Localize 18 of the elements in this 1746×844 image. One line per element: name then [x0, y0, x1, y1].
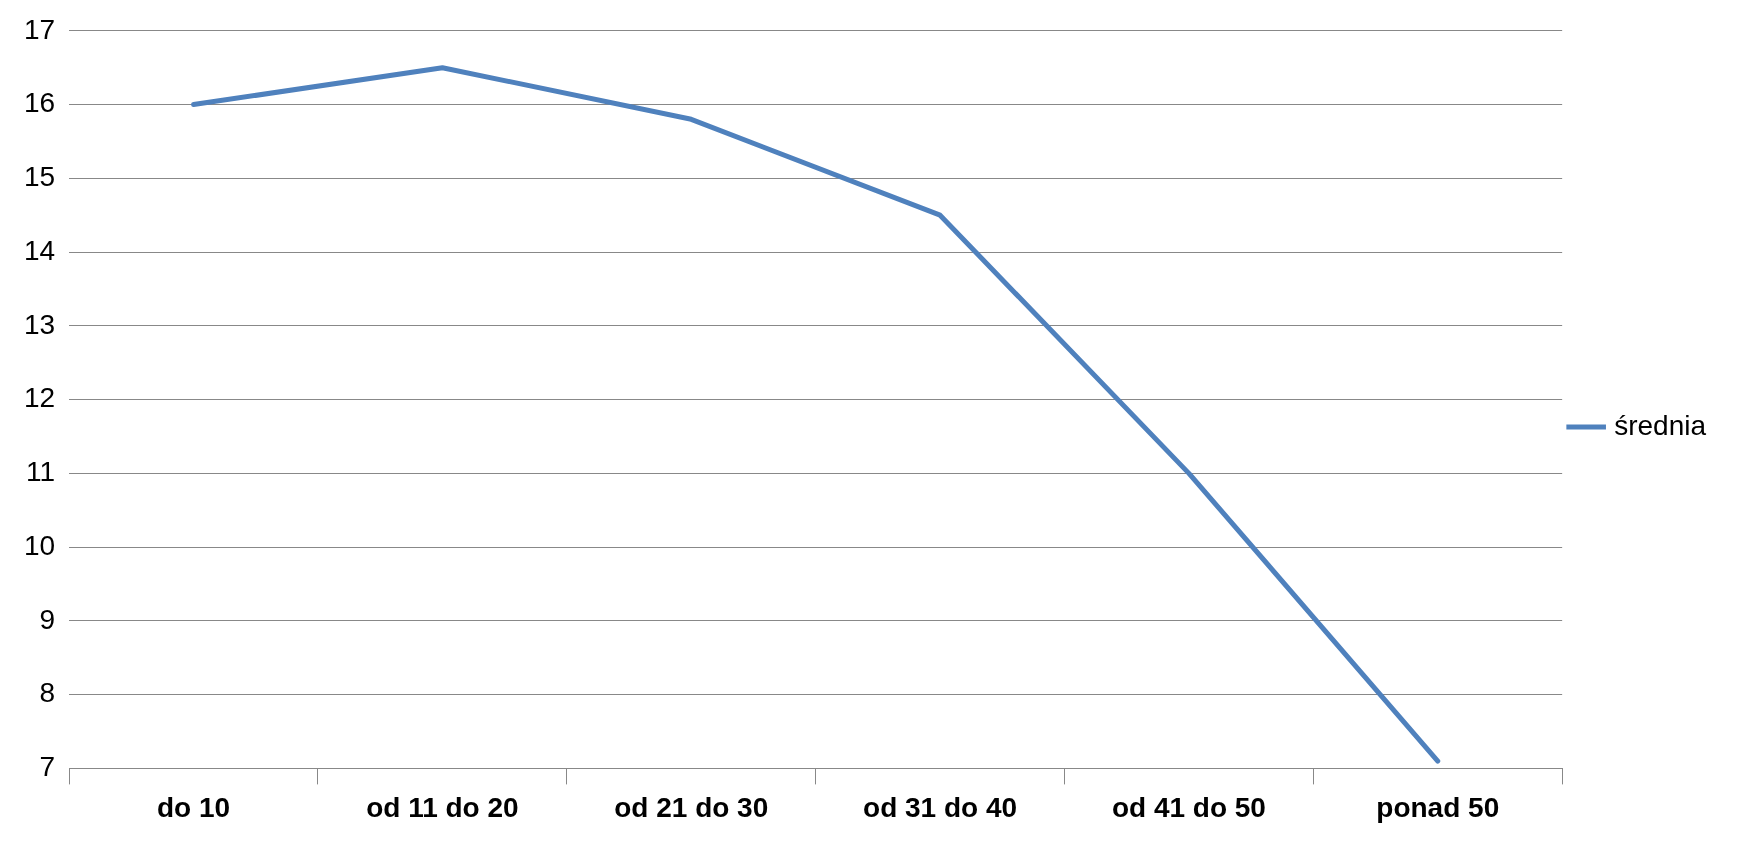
y-tick-label: 16: [23, 87, 56, 119]
x-tick-label: od 21 do 30: [614, 791, 769, 823]
y-tick-label: 7: [39, 751, 56, 783]
y-tick-label: 13: [23, 308, 56, 340]
legend-label: średnia: [1614, 409, 1707, 441]
y-tick-label: 9: [39, 603, 56, 635]
x-tick-label: od 11 do 20: [366, 791, 519, 823]
y-tick-label: 15: [23, 161, 56, 193]
y-tick-label: 17: [23, 13, 56, 45]
y-tick-label: 14: [23, 234, 56, 266]
x-tick-label: od 41 do 50: [1111, 791, 1266, 823]
x-tick-label: ponad 50: [1376, 791, 1500, 823]
y-tick-label: 8: [39, 677, 56, 709]
x-tick-label: do 10: [156, 791, 231, 823]
y-tick-label: 11: [26, 456, 56, 488]
y-tick-label: 12: [23, 382, 56, 414]
x-tick-label: od 31 do 40: [863, 791, 1018, 823]
y-tick-label: 10: [23, 529, 56, 561]
